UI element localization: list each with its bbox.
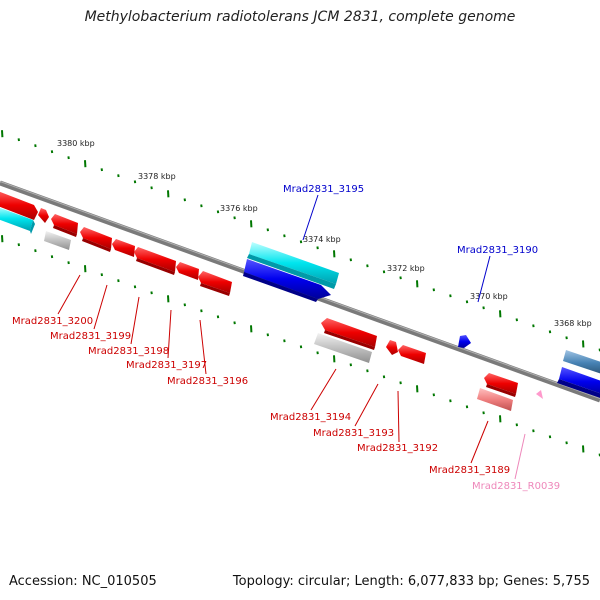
gene-mrad2831-3197[interactable] — [134, 247, 176, 275]
gene-mrad2831-3194[interactable] — [321, 318, 377, 350]
gene-pink-3189b[interactable] — [477, 388, 513, 411]
accession-text: Accession: NC_010505 — [9, 574, 157, 589]
gene-mrad2831-3192[interactable] — [398, 345, 426, 364]
gene-label-mrad2831-3195[interactable]: Mrad2831_3195 — [283, 184, 364, 195]
ruler-label: 3372 kbp — [387, 264, 425, 273]
ruler-label: 3370 kbp — [470, 292, 508, 301]
map-title: Methylobacterium radiotolerans JCM 2831,… — [84, 9, 516, 25]
genes-forward — [0, 206, 600, 400]
gene-label-mrad2831-3189[interactable]: Mrad2831_3189 — [429, 465, 510, 476]
genome-summary-text: Topology: circular; Length: 6,077,833 bp… — [232, 574, 590, 589]
gene-mrad2831-3198[interactable] — [112, 239, 135, 257]
gene-labels: Mrad2831_3195 Mrad2831_3190 Mrad2831_320… — [12, 184, 560, 492]
gene-gray-left[interactable] — [44, 231, 71, 250]
ruler-ticks-lower — [1, 235, 600, 457]
gene-blue-right[interactable] — [557, 367, 600, 400]
label-connectors — [57, 194, 526, 480]
gene-mrad2831-3196a[interactable] — [176, 262, 199, 280]
gene-label-mrad2831-3192[interactable]: Mrad2831_3192 — [357, 443, 438, 454]
gene-mrad2831-3200[interactable] — [51, 214, 78, 237]
gene-cyan-left[interactable] — [0, 206, 35, 234]
gene-steelblue-right[interactable] — [563, 350, 600, 376]
gene-label-mrad2831-3193[interactable]: Mrad2831_3193 — [313, 428, 394, 439]
gene-mrad2831-r0039[interactable] — [536, 390, 543, 399]
gene-mrad2831-3190[interactable] — [458, 335, 471, 348]
gene-label-mrad2831-3200[interactable]: Mrad2831_3200 — [12, 316, 93, 327]
ruler-labels: 3380 kbp 3378 kbp 3376 kbp 3374 kbp 3372… — [57, 139, 592, 328]
ruler-label: 3368 kbp — [554, 319, 592, 328]
ruler-label: 3376 kbp — [220, 204, 258, 213]
gene-label-mrad2831-3194[interactable]: Mrad2831_3194 — [270, 412, 351, 423]
genes-reverse — [0, 190, 543, 411]
gene-mrad2831-3189[interactable] — [484, 373, 518, 397]
gene-label-mrad2831-r0039[interactable]: Mrad2831_R0039 — [472, 481, 560, 492]
gene-mrad2831-3199[interactable] — [80, 227, 112, 252]
gene-mrad2831-3196[interactable] — [198, 271, 232, 296]
gene-mrad2831-3193[interactable] — [386, 340, 398, 355]
gene-label-mrad2831-3199[interactable]: Mrad2831_3199 — [50, 331, 131, 342]
ruler-label: 3374 kbp — [303, 235, 341, 244]
gene-red-left-2[interactable] — [38, 208, 49, 223]
gene-gray-middle[interactable] — [314, 333, 372, 363]
gene-label-mrad2831-3197[interactable]: Mrad2831_3197 — [126, 360, 207, 371]
gene-mrad2831-3195-cyan[interactable] — [247, 242, 339, 289]
gene-red-left-1[interactable] — [0, 190, 38, 220]
gene-mrad2831-3195-blue[interactable] — [243, 259, 331, 302]
gene-label-mrad2831-3190[interactable]: Mrad2831_3190 — [457, 245, 538, 256]
gene-label-mrad2831-3196[interactable]: Mrad2831_3196 — [167, 376, 248, 387]
gene-label-mrad2831-3198[interactable]: Mrad2831_3198 — [88, 346, 169, 357]
ruler-label: 3378 kbp — [138, 172, 176, 181]
ruler-label: 3380 kbp — [57, 139, 95, 148]
